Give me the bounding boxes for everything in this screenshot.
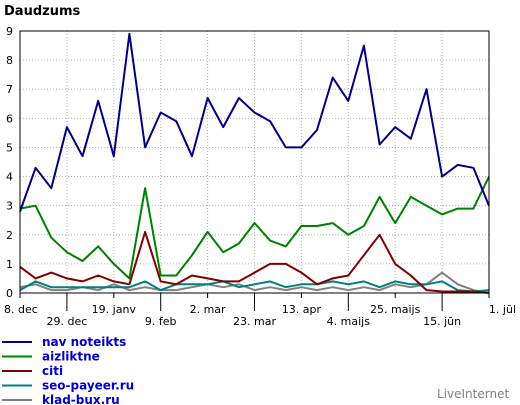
series-line-seo-payeer-ru: [19, 280, 490, 293]
watermark: LiveInternet: [437, 387, 509, 401]
series-line-aizliktne: [19, 176, 490, 280]
legend-label: aizliktne: [42, 350, 100, 364]
series-lines: [19, 32, 490, 294]
series-line-citi: [19, 230, 490, 294]
y-tick-label: 1: [6, 258, 13, 271]
y-tick-label: 7: [6, 83, 13, 96]
y-tick-label: 4: [6, 171, 13, 184]
x-tick-label: 8. dec: [4, 303, 38, 316]
legend-label: nav noteikts: [42, 335, 126, 349]
x-tick-label: 9. feb: [145, 315, 177, 328]
legend-label: seo-payeer.ru: [42, 379, 134, 393]
x-tick-label: 4. maijs: [327, 315, 371, 328]
y-tick-label: 8: [6, 54, 13, 67]
x-tick-label: 15. jūn: [423, 315, 461, 328]
y-tick-label: 6: [6, 112, 13, 125]
legend-label: citi: [42, 364, 63, 378]
x-axis-ticks: 8. dec 19. janv 2. mar 13. apr 25. maijs 1. j…: [4, 293, 516, 328]
x-tick-label: 19. janv: [92, 303, 137, 316]
legend-label: klad-bux.ru: [42, 393, 120, 405]
y-tick-label: 0: [6, 287, 13, 300]
series-line-klad-bux-ru: [19, 271, 490, 294]
x-tick-label: 1. jūl: [489, 303, 516, 316]
chart-title: Daudzums: [4, 4, 80, 19]
y-tick-label: 5: [6, 141, 13, 154]
x-tick-label: 25. maijs: [370, 303, 421, 316]
legend: nav noteiktsaizliktnecitiseo-payeer.rukl…: [2, 335, 134, 405]
x-tick-label: 2. mar: [190, 303, 226, 316]
x-tick-label: 13. apr: [282, 303, 322, 316]
plot-frame: [19, 30, 490, 294]
series-line-nav-noteikts: [19, 32, 490, 212]
x-tick-label: 29. dec: [47, 315, 88, 328]
x-tick-label: 23. mar: [233, 315, 276, 328]
y-tick-label: 9: [6, 25, 13, 38]
y-tick-label: 2: [6, 229, 13, 242]
y-axis-ticks: 0 1 2 3 4 5 6 7 8 9: [6, 25, 13, 300]
y-tick-label: 3: [6, 200, 13, 213]
